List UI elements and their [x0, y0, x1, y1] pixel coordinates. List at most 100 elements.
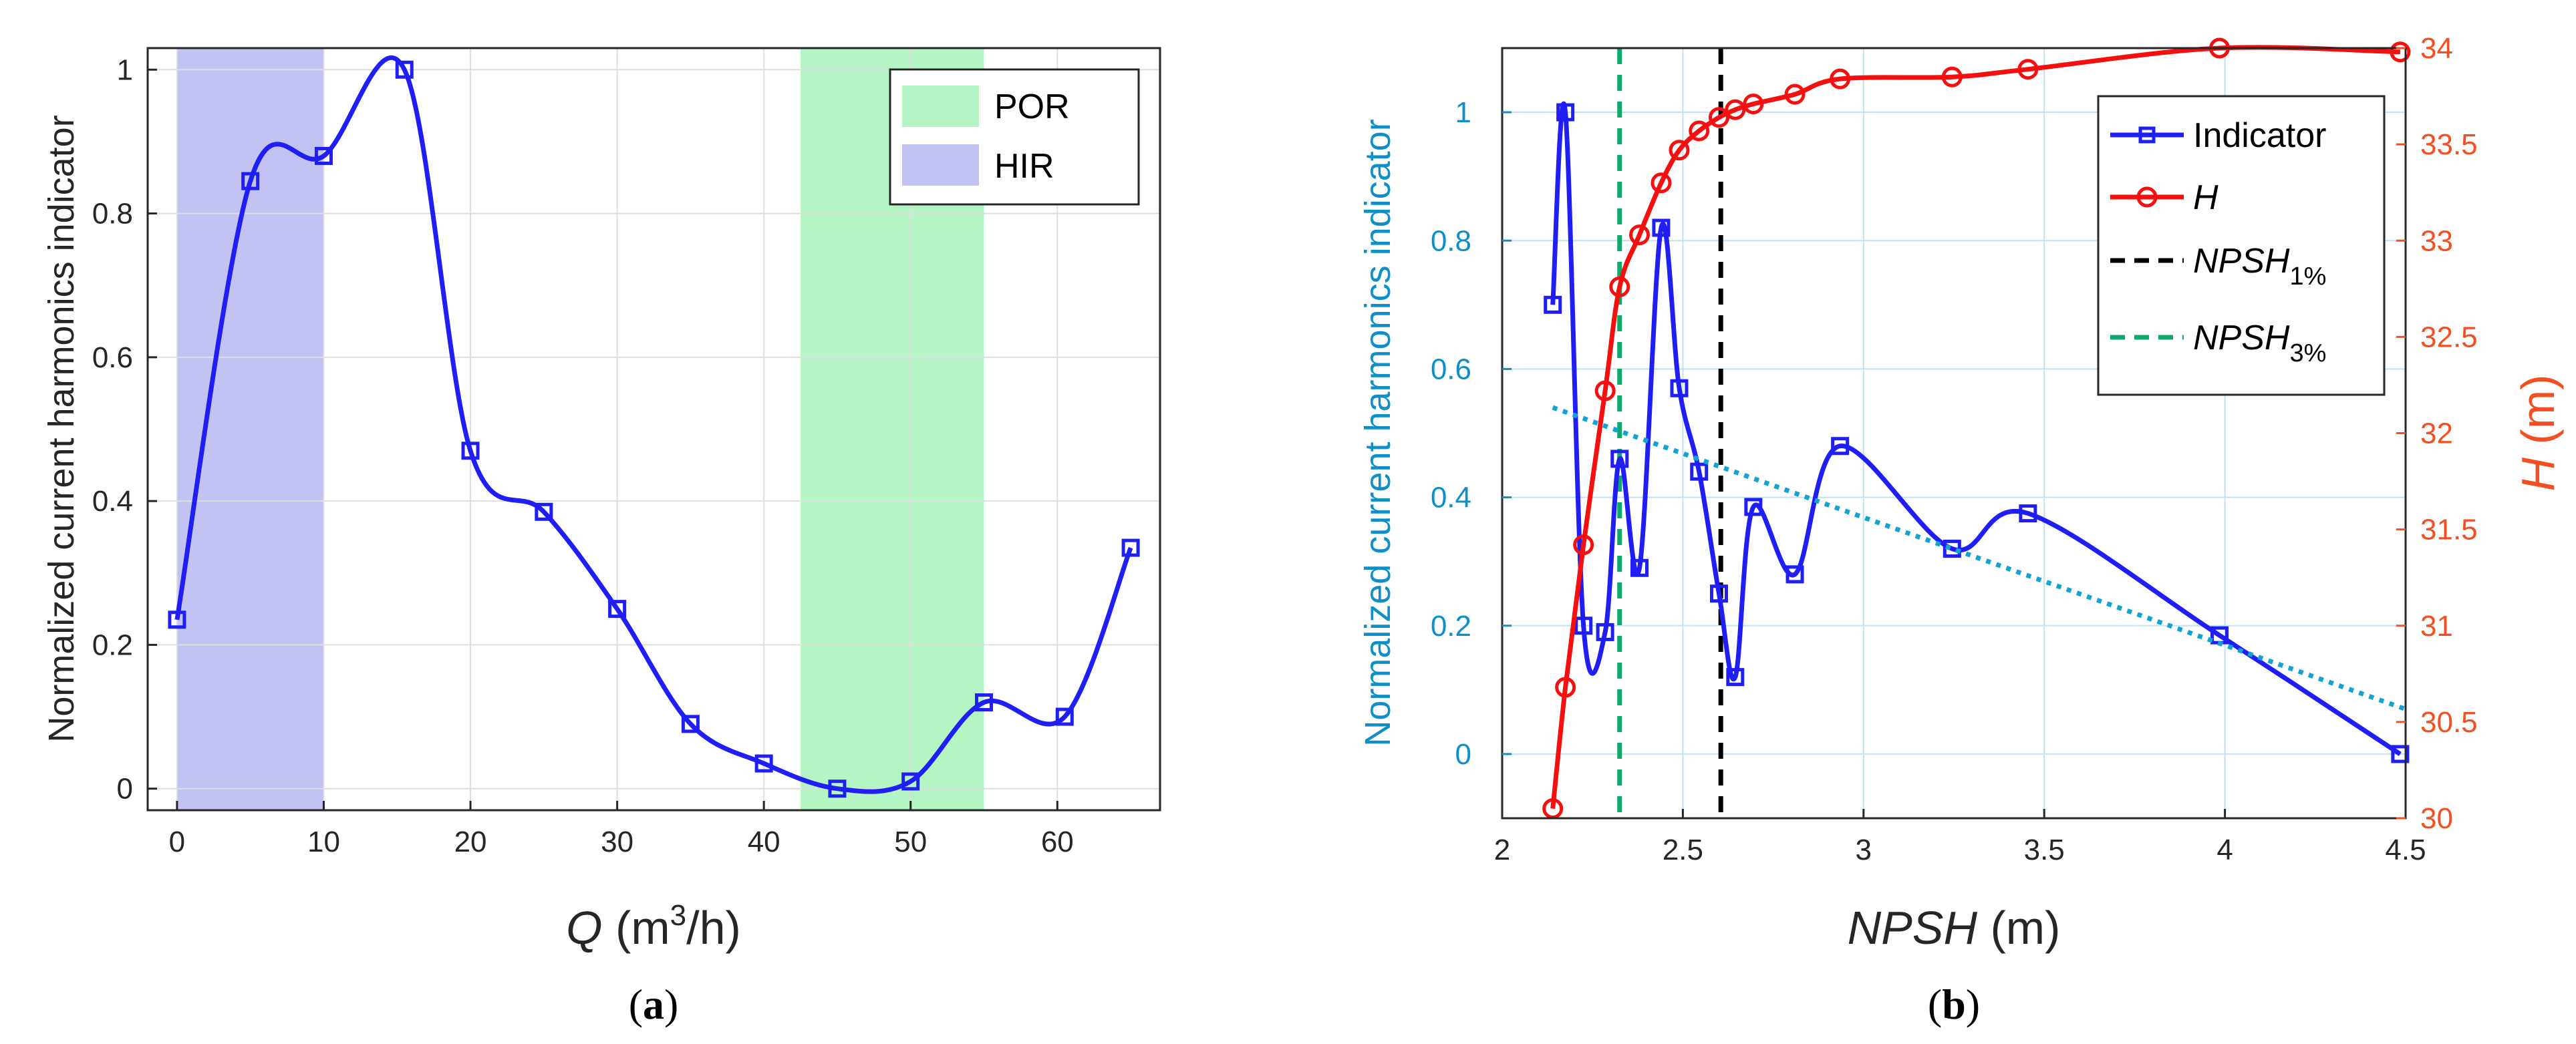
panel-a: 0 10 20 30 40 50 60 0 0.2 0.4 0.6 0.8 1 POR HIR Norm… [41, 47, 1161, 1028]
b-xlabel-var: NPSH [1848, 902, 1978, 954]
b-ylabel-right-unit: (m) [2512, 375, 2564, 458]
b-data-point-indicator [1574, 617, 1593, 635]
b-panel-label: (b) [1928, 981, 1980, 1028]
a-xlabel-var: Q [566, 902, 602, 954]
b-ytick-left-label: 0 [1455, 738, 1471, 771]
b-ytick-right-label: 32.5 [2420, 321, 2478, 353]
b-xlabel: NPSH (m) [1848, 902, 2061, 954]
b-data-point-indicator [1831, 437, 1850, 456]
a-ytick-label: 0 [117, 773, 133, 806]
a-data-point [828, 779, 847, 798]
b-ytick-left-label: 0.6 [1431, 353, 1471, 385]
b-ytick-left-label: 0.4 [1431, 482, 1471, 514]
b-series [1542, 37, 2411, 820]
b-legend-marker-indicator [2138, 126, 2156, 144]
a-panel-label: (a) [629, 981, 679, 1028]
a-data-point [395, 60, 414, 79]
b-legend-marker-h [2136, 186, 2158, 208]
b-legend-label-npsh3: NPSH3% [2193, 319, 2326, 367]
b-legend-npsh3-main: NPSH [2193, 319, 2290, 357]
b-trend-line [1552, 405, 2407, 711]
b-data-point-indicator [2391, 745, 2410, 763]
b-data-point-h [1669, 140, 1690, 161]
b-legend-npsh1-main: NPSH [2193, 242, 2290, 281]
b-legend-npsh3-sub: 3% [2289, 339, 2326, 367]
b-data-point-indicator [1709, 584, 1728, 603]
b-xtick-label: 4 [2216, 834, 2233, 866]
a-data-point [754, 754, 773, 773]
b-ytick-right-label: 33.5 [2420, 128, 2478, 161]
a-plot-frame [146, 47, 1161, 812]
b-legend-npsh1-sub: 1% [2289, 263, 2326, 291]
a-ylabel: Normalized current harmonics indicator [41, 115, 82, 742]
b-xtick-label: 2 [1494, 834, 1510, 866]
b-data-point-indicator [2019, 504, 2037, 523]
a-series-line-indicator [174, 55, 1133, 794]
a-data-point [535, 502, 553, 521]
b-ytick-right-label: 32 [2420, 417, 2453, 450]
b-data-point-indicator [1652, 218, 1671, 237]
a-data-point [461, 442, 480, 460]
a-xtick-label: 60 [1041, 826, 1074, 858]
b-ticks: 2 2.5 3 3.5 4 4.500.20.40.60.813030.53131.532… [1431, 32, 2478, 866]
b-data-point-indicator [1630, 558, 1649, 577]
a-data-point [608, 600, 627, 619]
a-panel-label-close: ) [664, 981, 678, 1028]
a-xtick-label: 20 [454, 826, 487, 858]
a-xlabel-unit-b: /h) [686, 902, 741, 954]
b-xtick-label: 4.5 [2385, 834, 2426, 866]
a-legend: POR HIR [889, 68, 1140, 206]
b-ylabel-right-var: H [2512, 457, 2564, 491]
b-data-point-h [1594, 380, 1616, 401]
b-ytick-right-label: 33 [2420, 224, 2453, 257]
a-ytick-label: 0.4 [92, 485, 133, 518]
a-xtick-label: 30 [601, 826, 633, 858]
a-data-point [901, 772, 920, 791]
b-data-point-indicator [1943, 539, 1961, 558]
a-series [168, 55, 1140, 798]
b-data-point-h [1743, 94, 1764, 115]
b-data-point-h [1689, 120, 1710, 142]
b-data-point-h [1784, 83, 1806, 105]
a-data-point [681, 715, 700, 733]
a-data-point [241, 172, 260, 190]
a-legend-label-por: POR [994, 88, 1070, 126]
a-ticks: 0 10 20 30 40 50 60 0 0.2 0.4 0.6 0.8 1 [92, 53, 1074, 858]
b-xtick-label: 2.5 [1663, 834, 1703, 866]
b-data-point-indicator [1726, 668, 1745, 687]
b-legend-label-h: H [2193, 178, 2219, 217]
b-ylabel-left: Normalized current harmonics indicator [1358, 119, 1398, 746]
a-xtick-label: 50 [894, 826, 927, 858]
b-data-point-h [1941, 66, 1963, 88]
b-ytick-left-label: 1 [1455, 96, 1471, 129]
a-ytick-label: 1 [117, 53, 133, 86]
b-data-point-indicator [1690, 462, 1709, 481]
b-data-point-indicator [1785, 565, 1804, 584]
b-data-point-h [2390, 41, 2411, 63]
b-data-point-h [1651, 172, 1672, 194]
b-data-point-h [1609, 276, 1630, 297]
b-ytick-right-label: 34 [2420, 32, 2453, 65]
a-ytick-label: 0.8 [92, 198, 133, 230]
a-data-point [1121, 538, 1140, 557]
a-legend-swatch-hir [902, 144, 979, 186]
a-data-point [314, 146, 333, 165]
b-legend: Indicator H NPSH1% NPSH3% [2097, 95, 2386, 396]
b-ytick-right-label: 30.5 [2420, 706, 2478, 739]
a-grid [148, 48, 1160, 810]
a-xlabel-sup: 3 [670, 899, 686, 932]
a-legend-swatch-por [902, 85, 979, 127]
b-legend-label-npsh1: NPSH1% [2193, 242, 2326, 291]
b-ytick-left-label: 0.2 [1431, 610, 1471, 643]
a-ytick-label: 0.2 [92, 629, 133, 661]
b-data-point-h [1830, 68, 1851, 90]
b-data-point-indicator [1544, 295, 1562, 314]
a-xtick-label: 40 [748, 826, 780, 858]
a-xlabel: Q (m3/h) [566, 899, 741, 954]
b-ytick-right-label: 30 [2420, 802, 2453, 835]
b-data-point-h [1573, 534, 1594, 556]
b-panel-label-open: ( [1928, 981, 1942, 1028]
b-data-point-indicator [1596, 623, 1614, 641]
a-panel-label-open: ( [629, 981, 643, 1028]
